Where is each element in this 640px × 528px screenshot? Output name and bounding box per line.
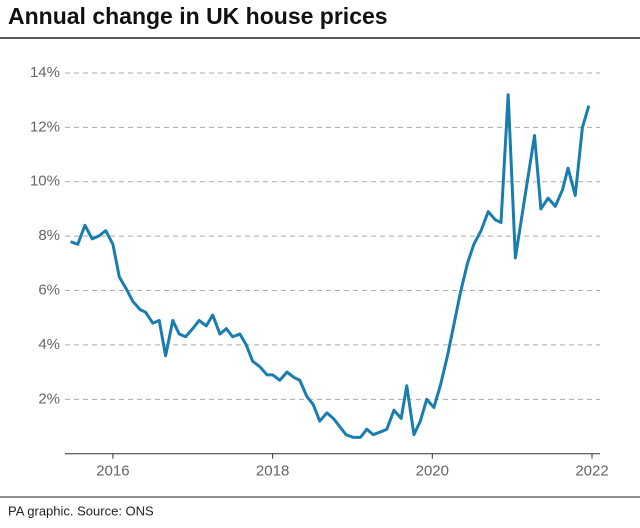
- chart-title: Annual change in UK house prices: [8, 3, 388, 29]
- x-tick-label: 2020: [416, 463, 449, 480]
- y-tick-label: 6%: [38, 282, 60, 299]
- x-tick-label: 2022: [575, 463, 608, 480]
- y-tick-label: 4%: [38, 336, 60, 353]
- x-tick-label: 2016: [96, 463, 129, 480]
- y-tick-label: 8%: [38, 227, 60, 244]
- y-tick-label: 12%: [30, 118, 60, 135]
- line: [70, 93, 591, 439]
- y-tick-label: 14%: [30, 64, 60, 81]
- source: PA graphic. Source: ONS: [8, 503, 154, 518]
- y-tick-label: 10%: [30, 173, 60, 190]
- x-tick-label: 2018: [256, 463, 289, 480]
- y-tick-label: 2%: [38, 390, 60, 407]
